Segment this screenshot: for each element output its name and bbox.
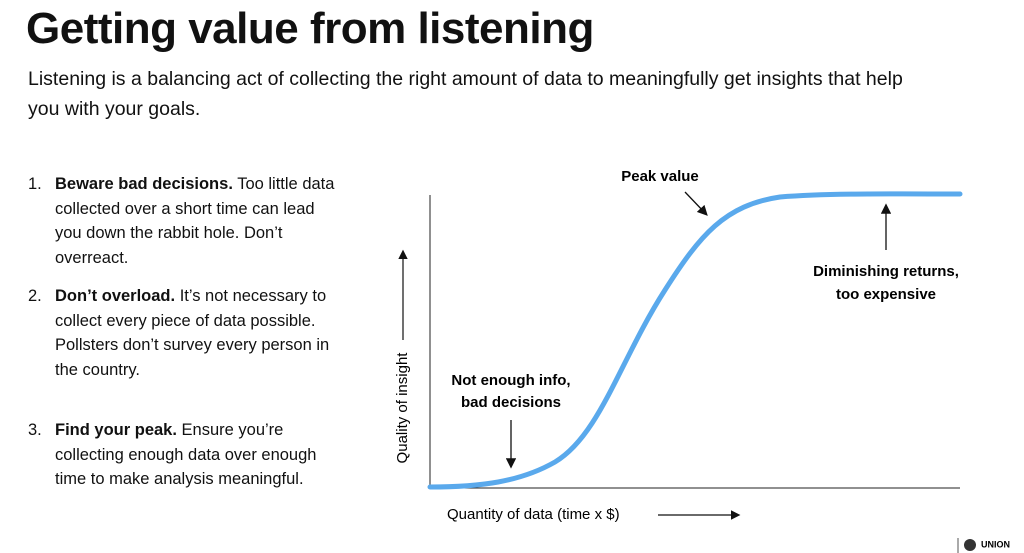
s-curve <box>427 191 963 490</box>
logo: UNION <box>981 539 1010 549</box>
annotation: Diminishing returns, <box>813 263 959 280</box>
item-number: 3. <box>28 421 42 439</box>
item-number: 1. <box>28 175 42 193</box>
annotation: Peak value <box>621 168 699 185</box>
item-text: Ensure you’re collecting enough data ove… <box>55 421 317 488</box>
item-heading: Find your peak. <box>55 421 177 439</box>
item-heading: Don’t overload. <box>55 287 176 305</box>
logo-icon <box>964 539 976 551</box>
annotation: bad decisions <box>461 394 561 411</box>
y-axis-label: Quality of insight <box>394 352 411 464</box>
list-item: 1. Beware bad decisions. Too little data … <box>28 172 348 270</box>
item-text: Too little data collected over a short t… <box>55 175 335 267</box>
item-number: 2. <box>28 287 42 305</box>
x-axis-label: Quantity of data (time x $) <box>447 506 620 523</box>
item-heading: Beware bad decisions. <box>55 175 233 193</box>
arrow <box>684 191 708 216</box>
list-item: 3. Find your peak. Ensure you’re collecti… <box>28 418 348 492</box>
annotation: too expensive <box>836 286 936 303</box>
item-text: It’s not necessary to collect every piec… <box>55 287 330 379</box>
subtitle: Listening is a balancing act of collecti… <box>28 68 903 120</box>
list-item: 2. Don’t overload. It’s not necessary to … <box>28 284 348 382</box>
title: Getting value from listening <box>26 4 594 53</box>
annotation: Not enough info, <box>451 372 570 389</box>
